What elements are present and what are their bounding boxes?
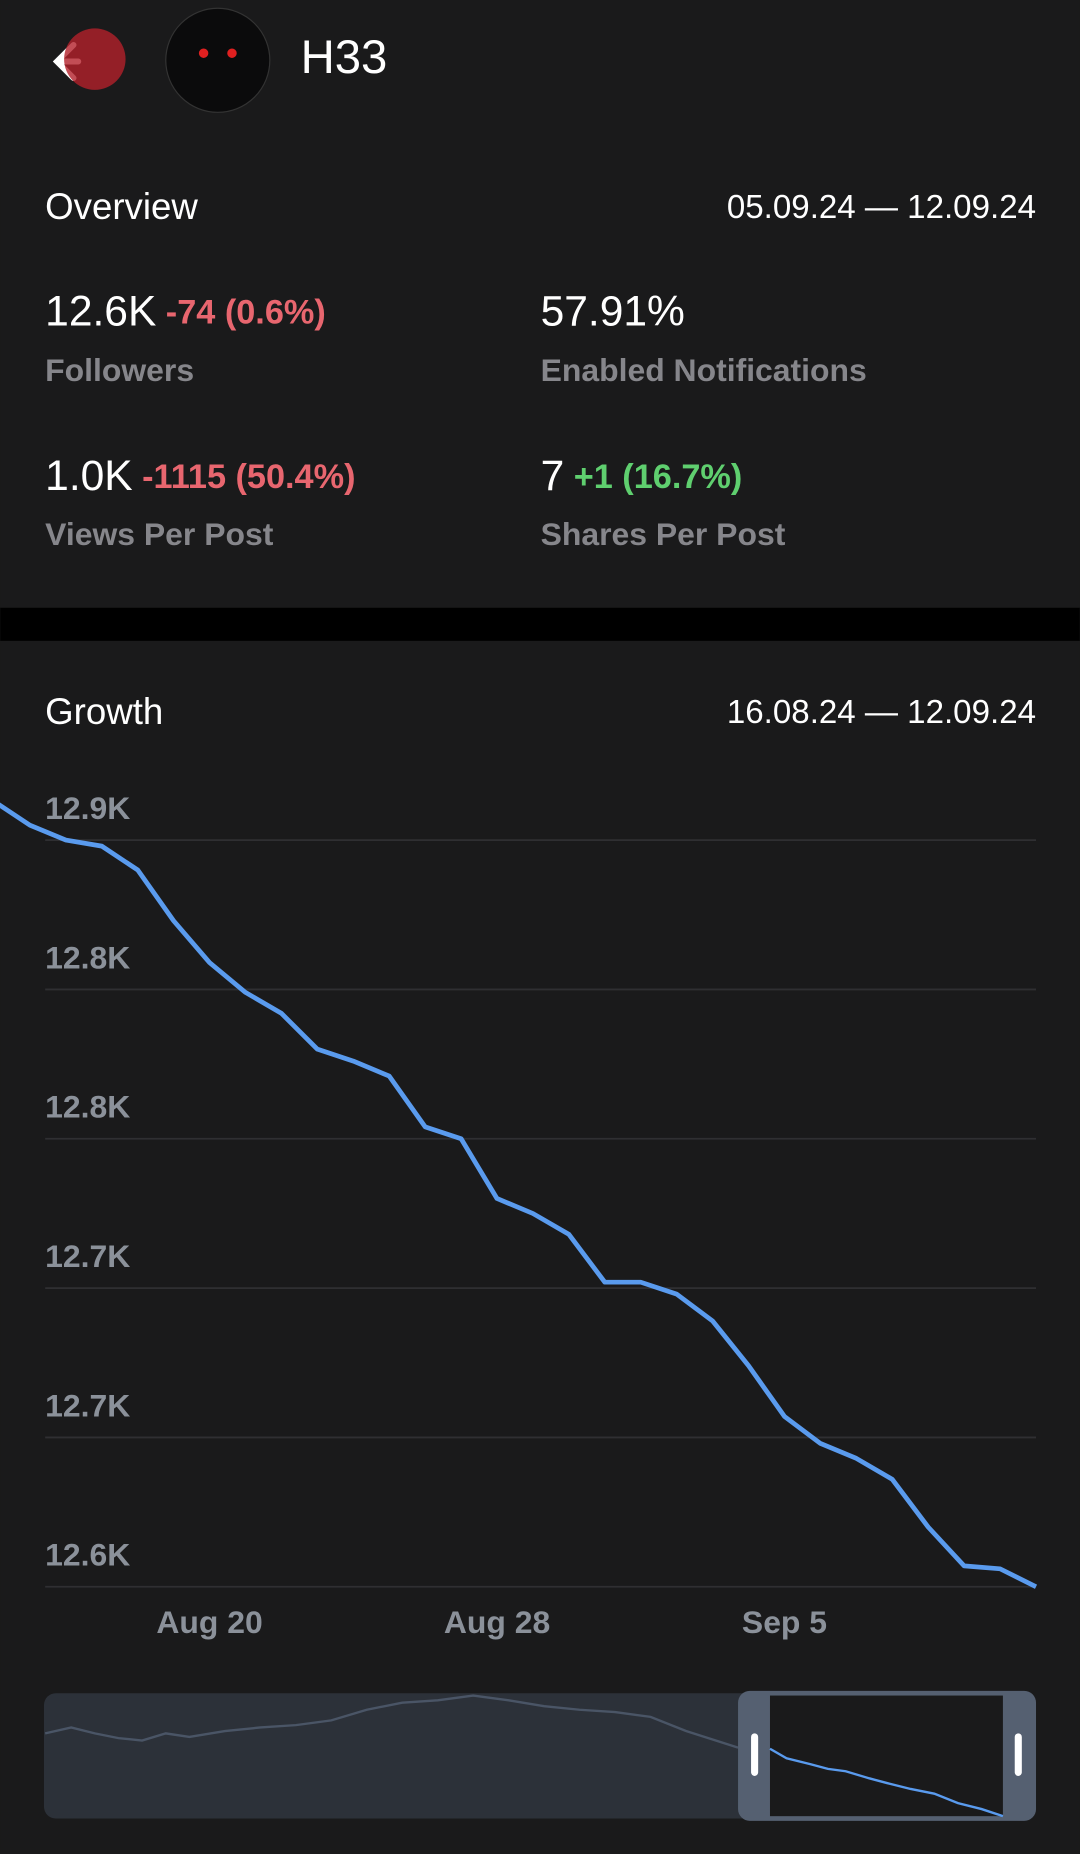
stat-label: Views Per Post [45,516,274,552]
avatar[interactable] [165,7,271,113]
y-tick-label: 12.9K [45,790,130,826]
chart: 12.6K 12.7K 12.7K 12.8K 12.8K 12.9K Aug 20 Aug … [0,790,1038,1640]
stat: 12.6K -74 (0.6%) [45,288,326,336]
stat: 1.0K -1115 (50.4%) [45,452,355,500]
stat: 57.91% [541,288,685,336]
stat-value: 57.91% [541,288,685,336]
growth-line [0,802,1038,1589]
navigator-line [769,1747,1004,1818]
navigator-handle[interactable] [1014,1733,1022,1776]
navigator-window-inner [769,1695,1003,1817]
y-tick-label: 12.6K [45,1537,130,1573]
stat-change: -74 (0.6%) [166,294,326,332]
stat-change: +1 (16.7%) [574,458,743,496]
stat-label: Followers [45,352,194,388]
x-tick-label: Aug 20 [156,1604,262,1640]
navigator-handle[interactable] [751,1733,759,1776]
separator [0,607,1080,641]
date-range: 05.09.24 — 12.09.24 [727,189,1036,226]
y-tick-label: 12.8K [45,939,130,975]
stat-value: 12.6K [45,288,156,336]
stat-value: 7 [541,452,565,500]
logo [64,28,126,90]
stat-label: Enabled Notifications [541,352,867,388]
avatar-eye [198,48,209,58]
section-title: Overview [45,186,198,227]
stat-change: -1115 (50.4%) [142,458,355,496]
x-tick-label: Sep 5 [742,1604,827,1640]
stat-label: Shares Per Post [541,516,786,552]
channel-title: H33 [301,31,388,84]
stat-value: 1.0K [45,452,133,500]
navigator-line [44,1694,739,1749]
avatar-eye [227,48,237,58]
y-tick-label: 12.7K [45,1238,130,1274]
x-tick-label: Aug 28 [444,1604,550,1640]
y-tick-label: 12.7K [45,1387,130,1423]
chart-title: Growth [45,691,163,732]
y-tick-label: 12.8K [45,1089,130,1125]
stat: 7 +1 (16.7%) [541,452,743,500]
chart-subtitle: 16.08.24 — 12.09.24 [727,694,1036,731]
